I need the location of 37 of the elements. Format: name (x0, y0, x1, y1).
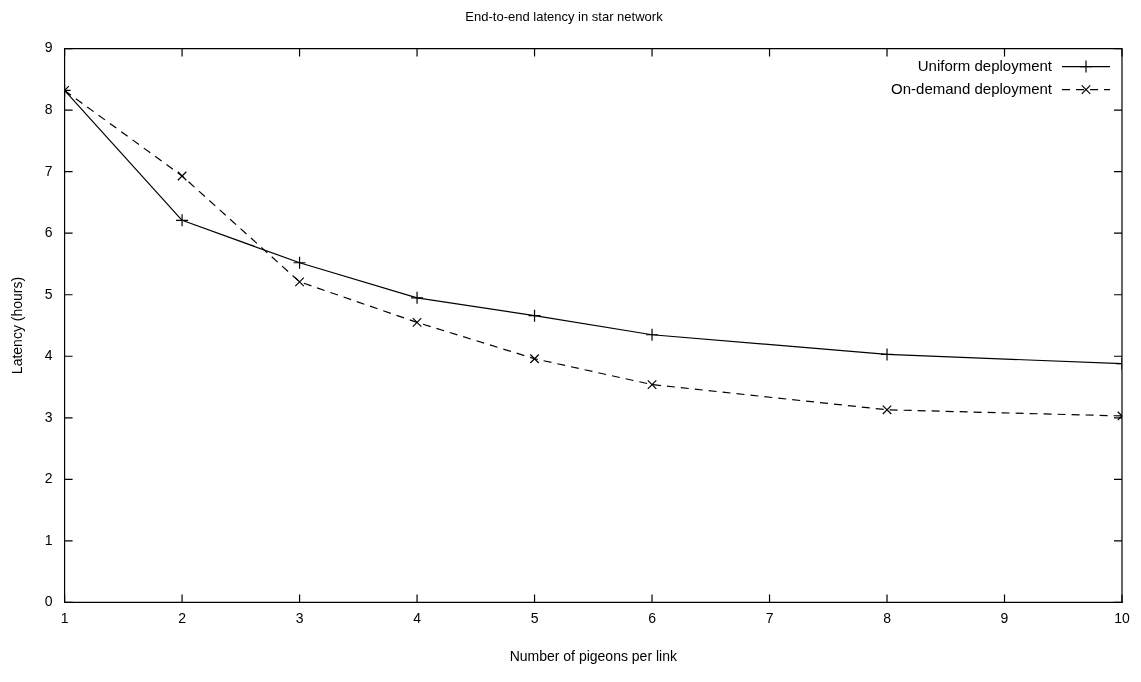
point (175, 213, 189, 227)
y-tick-label: 2 (44, 470, 53, 487)
x-tick-label: 8 (883, 609, 892, 626)
x-tick-label: 4 (413, 609, 422, 626)
point (529, 353, 540, 364)
point (527, 309, 542, 323)
y-tick-label: 6 (44, 224, 53, 241)
point (292, 256, 307, 270)
y-tick-label: 9 (44, 39, 53, 56)
legend-label: Uniform deployment (917, 56, 1053, 74)
point (880, 347, 894, 362)
x-tick-label: 2 (178, 609, 187, 626)
chart-title: End-to-end latency in star network (465, 9, 664, 25)
x-tick-label: 9 (1000, 609, 1009, 626)
x-tick-label: 6 (648, 609, 657, 626)
y-tick-label: 0 (44, 593, 53, 610)
point (410, 291, 424, 305)
legend-label: On-demand deployment (891, 79, 1053, 97)
x-tick-label: 3 (295, 609, 304, 626)
x-axis-title: Number of pigeons per link (509, 648, 678, 665)
y-tick-label: 3 (44, 408, 53, 425)
point (645, 328, 659, 342)
x-tick-label: 1 (60, 609, 69, 626)
x-tick-label: 7 (765, 609, 774, 626)
x-tick-label: 10 (1114, 609, 1130, 626)
point (412, 317, 422, 328)
y-tick-label: 5 (44, 285, 53, 302)
y-tick-label: 4 (44, 347, 53, 364)
y-tick-label: 7 (44, 162, 53, 179)
y-tick-label: 1 (44, 531, 53, 548)
point (294, 276, 305, 287)
y-axis-title: Latency (hours) (9, 276, 26, 375)
point (647, 379, 657, 390)
point (882, 404, 892, 415)
y-tick-label: 8 (44, 100, 53, 117)
x-tick-label: 5 (530, 609, 539, 626)
point (177, 171, 187, 181)
